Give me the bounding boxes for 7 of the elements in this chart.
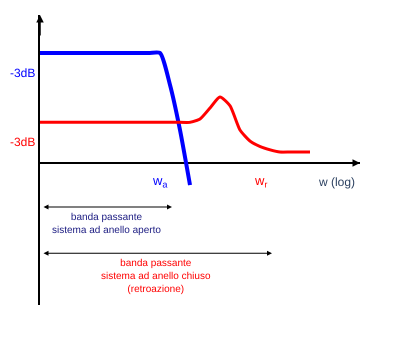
x-tick-label: w$_{a}$: [152, 173, 168, 190]
x-axis-title: w (log): [318, 175, 356, 189]
text: banda passante sistema ad anello chiuso (retroazione): [101, 258, 211, 295]
text: banda passante sistema ad anello aperto: [52, 212, 162, 236]
annotation: -3dB: [10, 66, 36, 80]
annotation: -3dB: [10, 135, 36, 149]
x-tick-label: w$_{r}$: [254, 173, 268, 190]
